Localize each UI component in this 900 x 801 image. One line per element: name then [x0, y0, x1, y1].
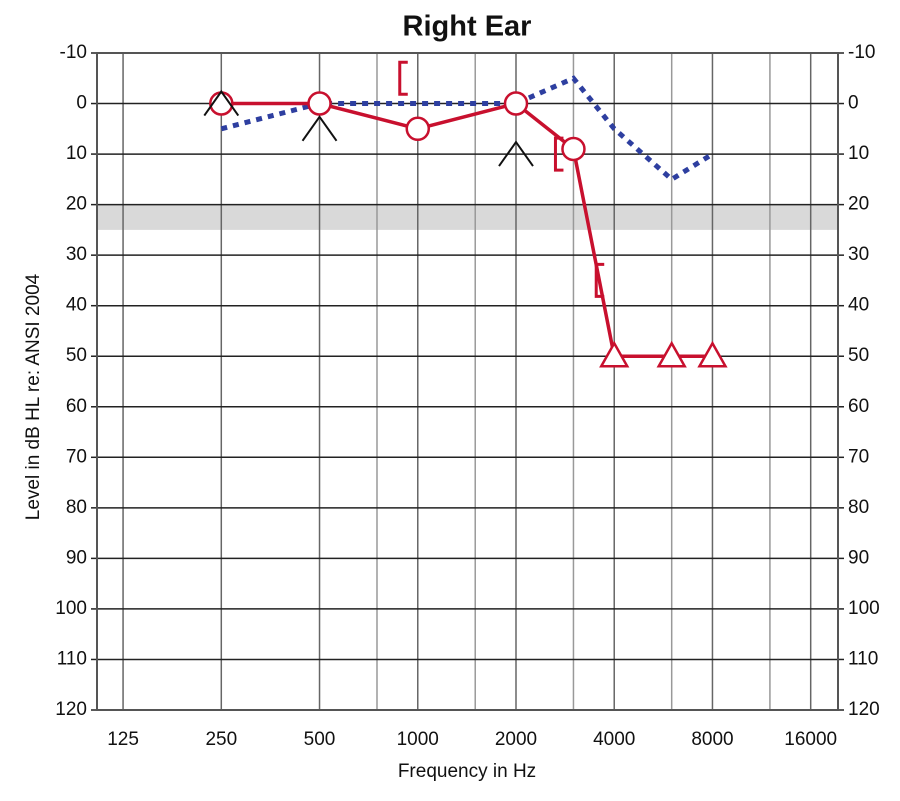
bracket-marker [553, 136, 564, 172]
x-tick-label: 1000 [397, 729, 439, 750]
y-tick-label: 90 [66, 547, 87, 568]
x-tick-label: 16000 [784, 729, 837, 750]
normal-band [97, 204, 838, 230]
y2-tick-label: 70 [848, 446, 869, 467]
y2-tick-label: 40 [848, 295, 869, 316]
triangle-marker [656, 340, 687, 368]
circle-marker [503, 91, 529, 116]
y-tick-label: 10 [66, 143, 87, 164]
y2-tick-label: 20 [848, 194, 869, 215]
caret-marker [301, 115, 338, 142]
y2-tick-label: 100 [848, 598, 880, 619]
triangle-marker [697, 340, 728, 368]
y-tick-label: 20 [66, 194, 87, 215]
caret-marker [498, 140, 534, 167]
bracket-marker [594, 262, 605, 298]
y-tick-label: 120 [55, 699, 87, 720]
y-axis-label: Level in dB HL re: ANSI 2004 [23, 273, 44, 520]
x-tick-label: 4000 [593, 729, 635, 750]
y-tick-label: 100 [55, 598, 87, 619]
y-tick-label: 80 [66, 497, 87, 518]
x-tick-label: 8000 [691, 729, 733, 750]
y2-tick-label: 30 [848, 244, 869, 265]
y2-tick-label: -10 [848, 42, 875, 63]
circle-marker [307, 91, 332, 116]
x-tick-label: 250 [205, 729, 237, 750]
y2-tick-label: 110 [848, 648, 878, 669]
x-tick-label: 500 [304, 729, 336, 750]
y-tick-label: -10 [60, 42, 87, 63]
y2-tick-label: 60 [848, 396, 869, 417]
circle-marker [561, 136, 586, 162]
y-tick-label: 50 [66, 345, 87, 366]
series-line [220, 75, 714, 183]
y-tick-label: 70 [66, 446, 87, 467]
triangle-marker [599, 340, 630, 368]
caret-marker [203, 89, 240, 117]
y-tick-label: 30 [66, 244, 87, 265]
y2-tick-label: 90 [848, 547, 869, 568]
y-tick-label: 60 [66, 396, 87, 417]
bracket-marker [398, 60, 408, 96]
circle-marker [405, 116, 431, 142]
x-axis-label: Frequency in Hz [398, 761, 536, 782]
y-tick-label: 0 [76, 93, 87, 114]
plot-frame [96, 52, 839, 711]
x-tick-label: 2000 [495, 729, 537, 750]
x-tick-label: 125 [107, 729, 139, 750]
y2-tick-label: 0 [848, 93, 859, 114]
y2-tick-label: 50 [848, 345, 869, 366]
chart-title: Right Ear [403, 11, 532, 43]
y2-tick-label: 10 [848, 143, 869, 164]
y2-tick-label: 120 [848, 699, 880, 720]
y-tick-label: 110 [57, 648, 87, 669]
y2-tick-label: 80 [848, 497, 869, 518]
y-tick-label: 40 [66, 295, 87, 316]
series-line [221, 101, 713, 358]
